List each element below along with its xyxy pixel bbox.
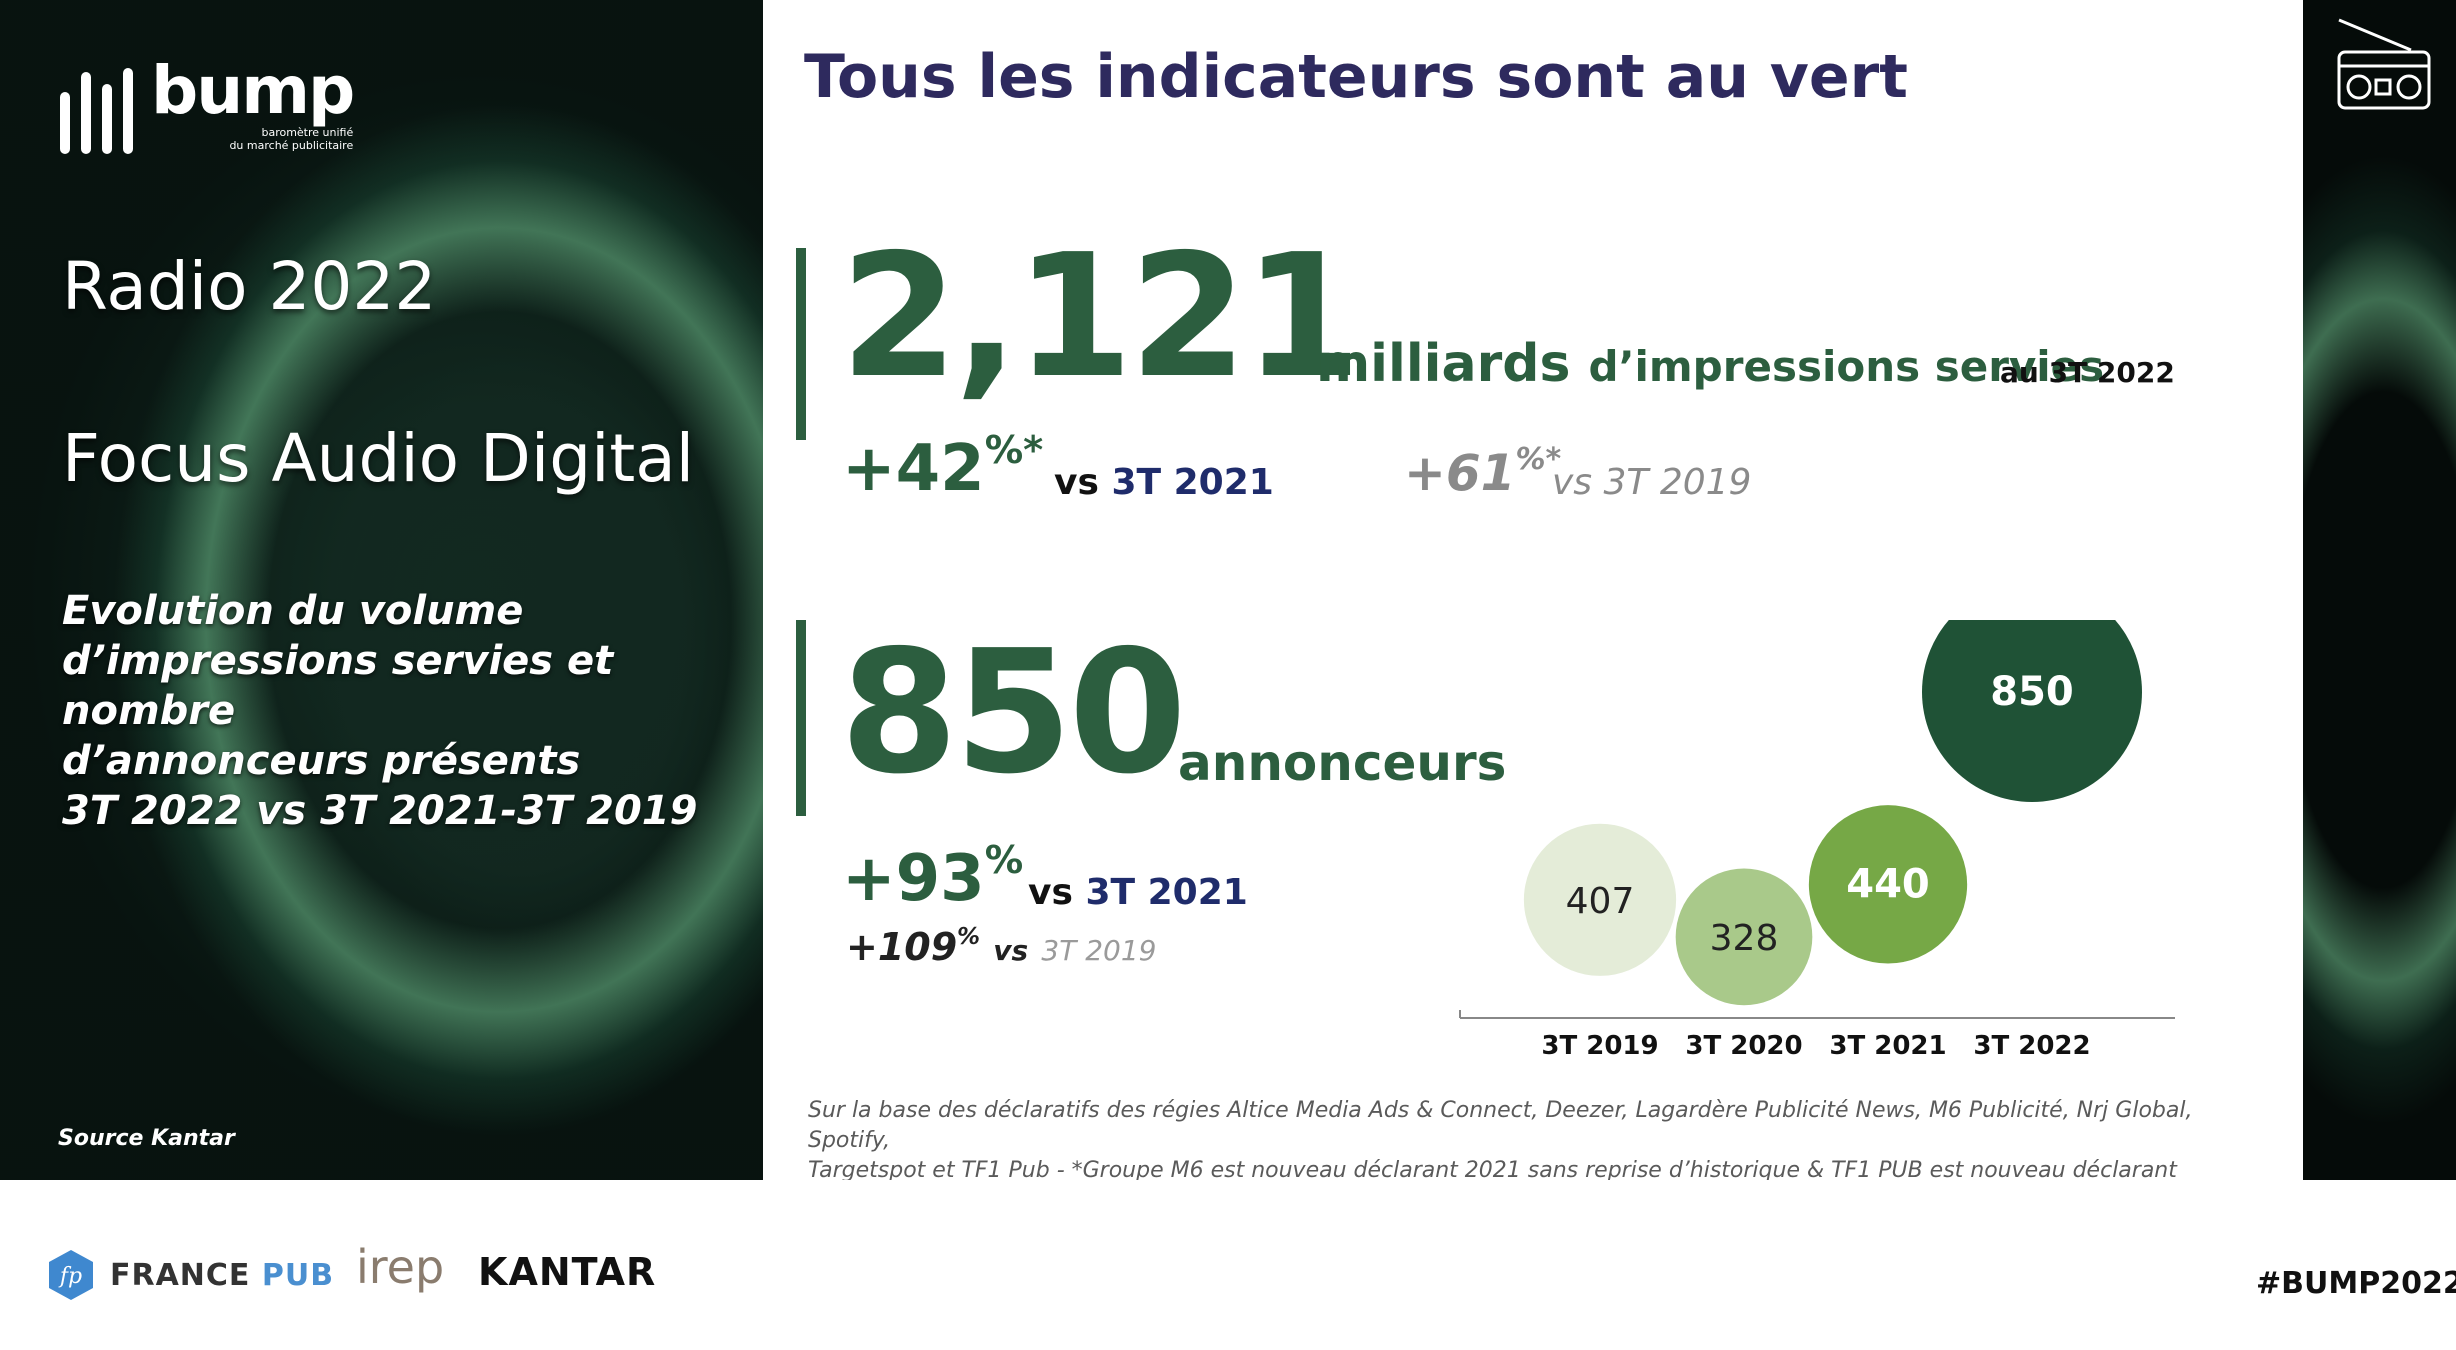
vs-period: 3T 2021 xyxy=(1111,462,1274,503)
france-pub-left: FRANCE xyxy=(110,1257,251,1293)
france-pub-right: PUB xyxy=(261,1257,335,1293)
vs-period: 3T 2019 xyxy=(1041,933,1157,967)
vs-prefix: vs xyxy=(1028,872,1073,913)
france-pub-logo: fp FRANCE PUB xyxy=(46,1248,334,1302)
vs-prefix: vs xyxy=(1054,462,1099,503)
impressions-unit-rest: d’impressions servies xyxy=(1588,342,2105,391)
advertisers-vs-2021: vs 3T 2021 xyxy=(1028,872,1248,913)
radio-icon xyxy=(2337,18,2431,110)
footnote-line: Targetspot et TF1 Pub - *Groupe M6 est n… xyxy=(808,1158,2177,1213)
impressions-unit: milliards d’impressions servies xyxy=(1316,334,2104,394)
chart-data-label: 440 xyxy=(1846,861,1930,907)
growth-value: +42 xyxy=(842,431,985,506)
hashtag: #BUMP2022 xyxy=(2256,1266,2456,1301)
logo-sub-1: baromètre unifié xyxy=(261,126,354,139)
bump-logo: bump baromètre unifié du marché publicit… xyxy=(60,52,355,154)
panel-subtitle-line: d’impressions servies et nombre xyxy=(62,638,614,734)
panel-subtitle: Evolution du volume d’impressions servie… xyxy=(62,586,763,786)
chart-data-label: 328 xyxy=(1710,918,1779,959)
chart-bubble xyxy=(1922,620,2142,802)
chart-bubble xyxy=(1675,868,1813,1006)
panel-period: 3T 2022 vs 3T 2021-3T 2019 xyxy=(62,788,698,834)
footnote-line: Sur la base des déclaratifs des régies A… xyxy=(808,1098,2193,1153)
chart-x-tick-label: 3T 2019 xyxy=(1541,1031,1658,1060)
impressions-value: 2,121 xyxy=(840,218,1362,416)
kantar-logo: KANTAR xyxy=(478,1250,657,1294)
impressions-vs-2019: vs 3T 2019 xyxy=(1552,462,1752,503)
advertisers-accent-bar xyxy=(796,620,806,816)
chart-data-label: 850 xyxy=(1990,669,2074,715)
logo-word: bump xyxy=(151,52,355,129)
growth-value: +93 xyxy=(842,841,985,916)
growth-sup: % xyxy=(984,838,1024,883)
chart-x-tick-label: 3T 2020 xyxy=(1685,1031,1802,1060)
growth-value: +109 xyxy=(846,924,958,969)
impressions-period: au 3T 2022 xyxy=(2000,356,2175,389)
growth-sup: % xyxy=(957,924,981,950)
page-title: Tous les indicateurs sont au vert xyxy=(804,42,1908,112)
panel-subtitle-line: Evolution du volume xyxy=(62,588,524,634)
footnote: Sur la base des déclaratifs des régies A… xyxy=(808,1096,2208,1216)
advertisers-unit: annonceurs xyxy=(1178,734,1507,792)
vs-prefix: vs xyxy=(993,933,1029,967)
chart-bubble xyxy=(1808,805,1968,964)
advertisers-value: 850 xyxy=(840,614,1187,812)
impressions-accent-bar xyxy=(796,248,806,440)
growth-sup: %* xyxy=(1515,442,1562,477)
left-panel: bump baromètre unifié du marché publicit… xyxy=(0,0,763,1180)
chart-x-tick-label: 3T 2022 xyxy=(1973,1031,2090,1060)
chart-x-tick-label: 3T 2021 xyxy=(1829,1031,1946,1060)
impressions-vs-2021: vs 3T 2021 xyxy=(1054,462,1274,503)
svg-text:fp: fp xyxy=(58,1264,82,1289)
advertisers-growth-2021: +93% xyxy=(842,838,1023,916)
impressions-growth-2021: +42%* xyxy=(842,428,1043,506)
growth-sup: %* xyxy=(984,428,1044,473)
footer: fp FRANCE PUB irep KANTAR #BUMP2022 xyxy=(0,1180,2456,1350)
chart-bubble xyxy=(1523,823,1677,976)
france-pub-hex-icon: fp xyxy=(49,1250,93,1300)
irep-logo: irep xyxy=(356,1240,445,1294)
bump-logo-bars-icon xyxy=(60,68,133,154)
logo-sub-2: du marché publicitaire xyxy=(229,139,354,152)
impressions-unit-big: milliards xyxy=(1316,334,1571,394)
vs-period: 3T 2021 xyxy=(1085,872,1248,913)
panel-subtitle-line: d’annonceurs présents xyxy=(62,738,581,784)
chart-data-label: 407 xyxy=(1566,881,1635,922)
right-strip xyxy=(2303,0,2456,1180)
panel-title-radio: Radio 2022 xyxy=(62,248,437,325)
growth-value: +61 xyxy=(1404,444,1516,502)
source-label: Source Kantar xyxy=(58,1126,235,1151)
advertisers-bubble-chart: 407 3T 2019 328 3T 2020 440 3T 2021 850 3T 2022 xyxy=(1459,620,2175,1060)
advertisers-growth-2019: +109% vs 3T 2019 xyxy=(846,924,1156,969)
impressions-growth-2019: +61%* xyxy=(1404,442,1561,502)
panel-title-focus: Focus Audio Digital xyxy=(62,420,695,497)
